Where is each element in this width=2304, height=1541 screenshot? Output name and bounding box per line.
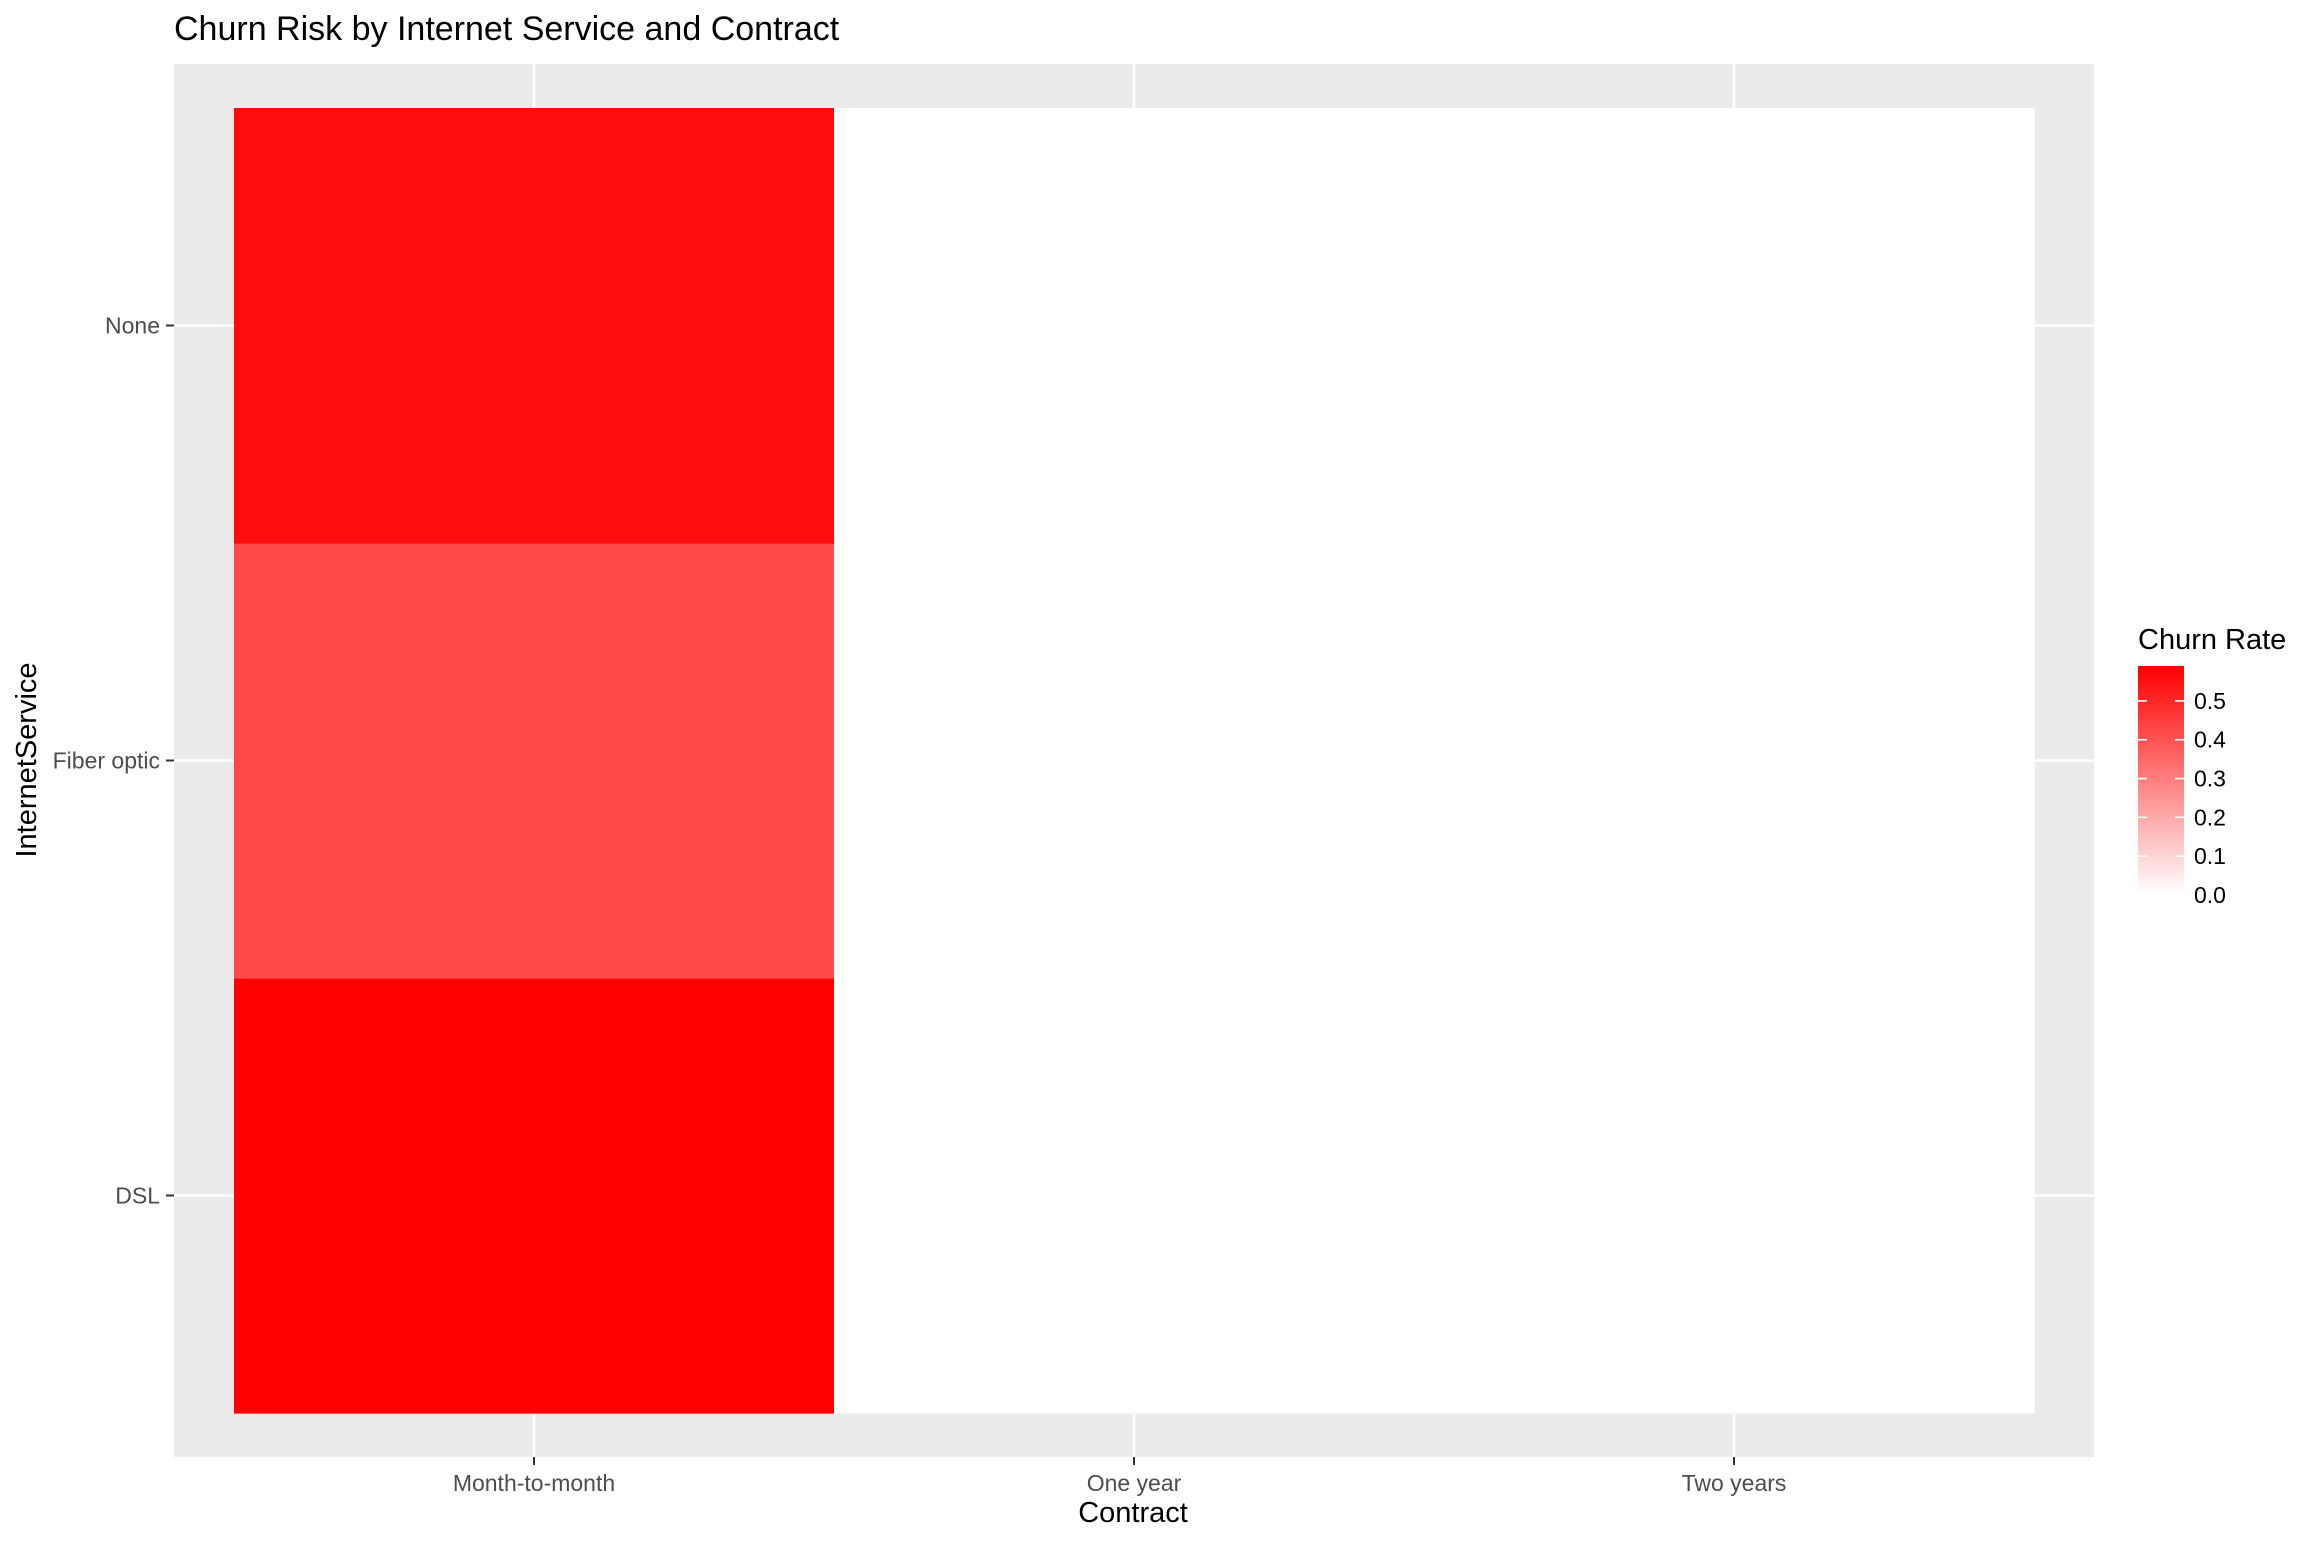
heatmap-cell — [234, 543, 835, 979]
heatmap-cell — [834, 978, 1435, 1414]
legend-tick-label: 0.5 — [2194, 688, 2226, 714]
heatmap-cells — [234, 108, 2035, 1414]
y-tick-label: Fiber optic — [53, 748, 160, 774]
y-tick-label: DSL — [115, 1183, 160, 1209]
axes: Month-to-month One year Two years DSL Fiber … — [53, 313, 1787, 1497]
y-axis-title: InternetService — [11, 662, 43, 857]
y-tick-label: None — [105, 313, 160, 339]
legend-tick-label: 0.4 — [2194, 727, 2226, 753]
heatmap-cell — [1434, 978, 2035, 1414]
heatmap-cell — [234, 108, 835, 544]
heatmap-cell — [834, 543, 1435, 979]
heatmap-cell — [1434, 543, 2035, 979]
legend-tick-label: 0.1 — [2194, 843, 2226, 869]
x-axis-title: Contract — [1078, 1497, 1188, 1529]
legend-tick-label: 0.3 — [2194, 766, 2226, 792]
heatmap-cell — [1434, 108, 2035, 544]
legend-tick-label: 0.0 — [2194, 882, 2226, 908]
heatmap-cell — [834, 108, 1435, 544]
legend: Churn Rate 0.0 0.1 0.2 0.3 0.4 0.5 — [2138, 624, 2286, 908]
heatmap-cell — [234, 978, 835, 1414]
x-tick-label: Month-to-month — [453, 1470, 615, 1496]
chart-title: Churn Risk by Internet Service and Contr… — [174, 10, 840, 48]
legend-title: Churn Rate — [2138, 624, 2286, 656]
legend-tick-label: 0.2 — [2194, 804, 2226, 830]
x-tick-label: One year — [1087, 1470, 1182, 1496]
x-tick-label: Two years — [1682, 1470, 1787, 1496]
